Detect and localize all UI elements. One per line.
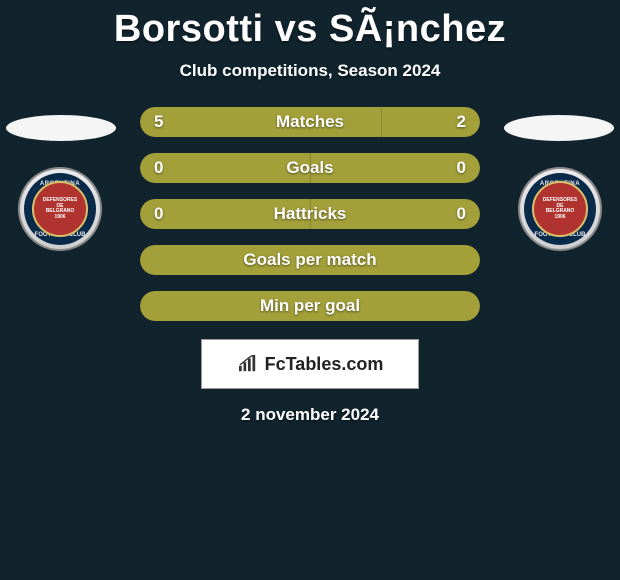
stat-row: Min per goal bbox=[140, 291, 480, 321]
club-badge-left: ARGENTINA FOOTBALL CLUB DEFENSORES DE BE… bbox=[18, 167, 102, 251]
club-badge-right: ARGENTINA FOOTBALL CLUB DEFENSORES DE BE… bbox=[518, 167, 602, 251]
stat-row: 00Hattricks bbox=[140, 199, 480, 229]
badge-year: 1906 bbox=[554, 215, 565, 221]
page-title: Borsotti vs SÃ¡nchez bbox=[0, 0, 620, 51]
stat-label: Goals bbox=[140, 158, 480, 178]
badge-inner: DEFENSORES DE BELGRANO 1906 bbox=[32, 181, 88, 237]
stat-label: Goals per match bbox=[140, 250, 480, 270]
stat-row: 00Goals bbox=[140, 153, 480, 183]
brand-box: FcTables.com bbox=[201, 339, 419, 389]
brand-text: FcTables.com bbox=[265, 354, 384, 375]
stat-row: Goals per match bbox=[140, 245, 480, 275]
stat-label: Matches bbox=[140, 112, 480, 132]
player-right-ellipse bbox=[504, 115, 614, 141]
stat-label: Min per goal bbox=[140, 296, 480, 316]
badge-inner: DEFENSORES DE BELGRANO 1906 bbox=[532, 181, 588, 237]
stat-label: Hattricks bbox=[140, 204, 480, 224]
comparison-content: ARGENTINA FOOTBALL CLUB DEFENSORES DE BE… bbox=[0, 107, 620, 425]
subtitle: Club competitions, Season 2024 bbox=[0, 61, 620, 81]
badge-year: 1906 bbox=[54, 215, 65, 221]
date-text: 2 november 2024 bbox=[0, 405, 620, 425]
brand-chart-icon bbox=[237, 355, 259, 373]
stat-bars: 52Matches 00Goals 00Hattricks Goals per mat… bbox=[140, 107, 480, 321]
stat-row: 52Matches bbox=[140, 107, 480, 137]
player-left-ellipse bbox=[6, 115, 116, 141]
